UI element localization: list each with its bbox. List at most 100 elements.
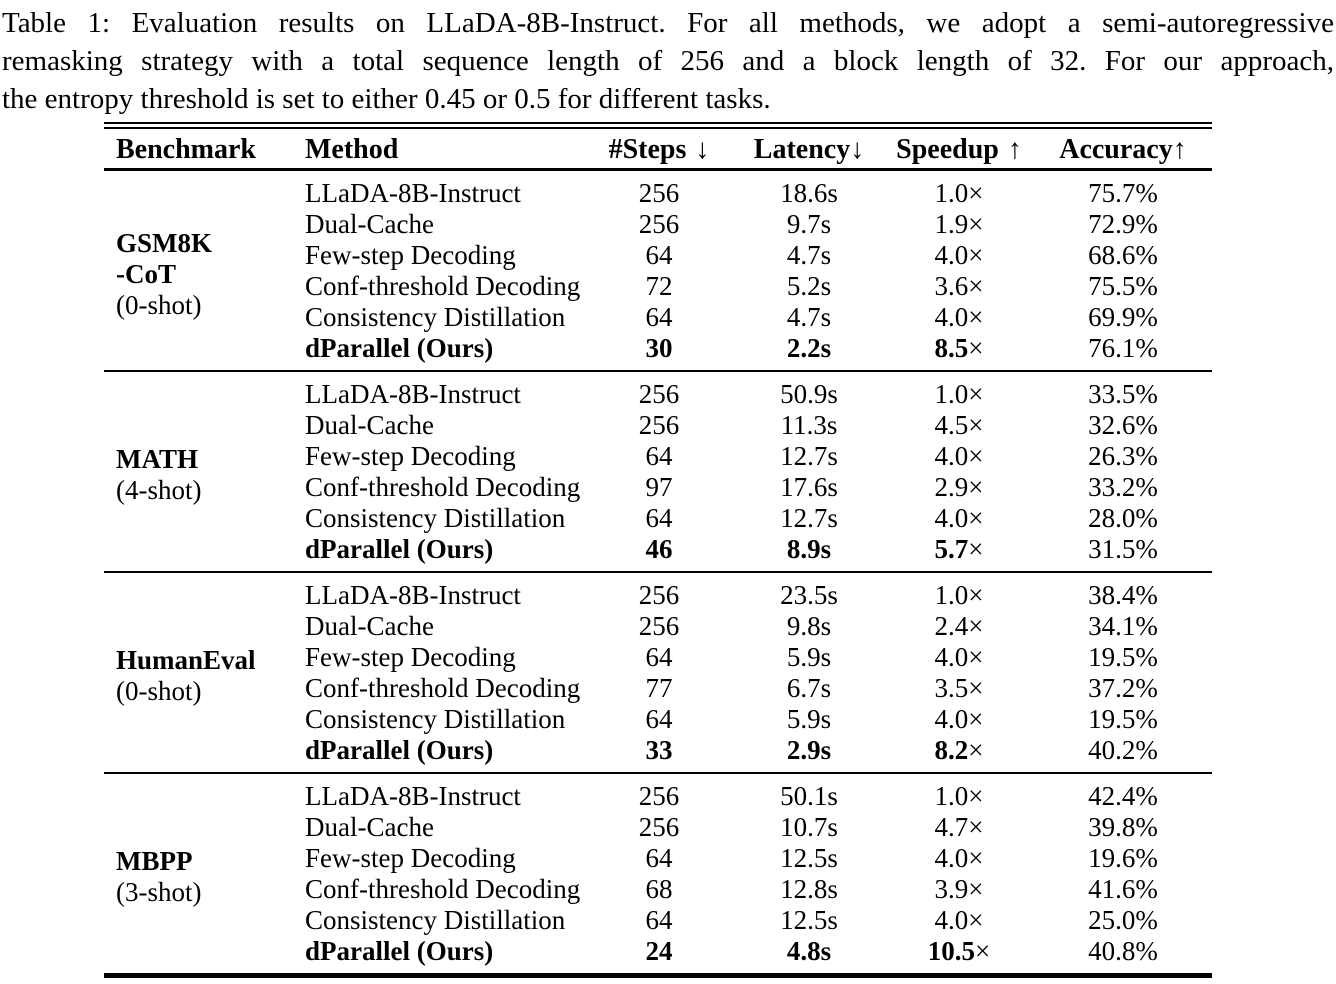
times-symbol: × [968, 379, 984, 409]
speedup-cell: 4.0× [884, 503, 1034, 534]
latency-cell: 8.9s [786, 534, 832, 564]
times-symbol: × [975, 936, 991, 966]
benchmark-block: HumanEval (0-shot) LLaDA-8B-Instruct 256 23.… [104, 572, 1212, 773]
times-symbol: × [968, 843, 984, 873]
col-header-method: Method [284, 125, 584, 171]
down-arrow-icon: ↓ [850, 134, 865, 165]
latency-cell: 23.5s [780, 580, 838, 610]
speedup-cell: 1.0× [884, 170, 1034, 210]
speedup-value: 1.0 [934, 781, 969, 811]
accuracy-cell: 34.1% [1088, 611, 1158, 641]
accuracy-cell: 76.1% [1088, 333, 1158, 363]
speedup-value: 4.0 [934, 240, 969, 270]
col-header-label: #Steps [608, 134, 687, 165]
times-symbol: × [968, 209, 984, 239]
table-row: Consistency Distillation 64 12.5s 4.0× 25.0% [104, 905, 1212, 936]
speedup-cell: 4.0× [884, 302, 1034, 333]
steps-cell: 46 [645, 534, 673, 564]
method-cell: dParallel (Ours) [305, 735, 494, 765]
steps-cell: 64 [645, 843, 673, 873]
col-header-label: Benchmark [116, 134, 256, 165]
accuracy-cell: 33.5% [1088, 379, 1158, 409]
method-cell: Consistency Distillation [305, 503, 566, 533]
accuracy-cell: 38.4% [1088, 580, 1158, 610]
latency-cell: 12.7s [780, 503, 838, 533]
speedup-cell: 8.2× [884, 735, 1034, 773]
times-symbol: × [968, 503, 984, 533]
accuracy-cell: 72.9% [1088, 209, 1158, 239]
times-symbol: × [968, 333, 984, 363]
times-symbol: × [968, 472, 984, 502]
steps-cell: 24 [645, 936, 673, 966]
times-symbol: × [968, 735, 984, 765]
steps-cell: 64 [645, 441, 673, 471]
method-cell: Consistency Distillation [305, 704, 566, 734]
speedup-cell: 1.0× [884, 572, 1034, 611]
accuracy-cell: 31.5% [1088, 534, 1158, 564]
method-cell: Consistency Distillation [305, 905, 566, 935]
up-arrow-icon: ↑ [1172, 134, 1187, 165]
benchmark-name: MBPP [116, 846, 193, 876]
caption-line-3: the entropy threshold is set to either 0… [2, 83, 771, 115]
latency-cell: 50.1s [780, 781, 838, 811]
steps-cell: 64 [645, 302, 673, 332]
latency-cell: 2.9s [786, 735, 832, 765]
speedup-value: 1.0 [934, 178, 969, 208]
speedup-cell: 1.0× [884, 371, 1034, 410]
benchmark-shots: (0-shot) [116, 289, 202, 320]
latency-cell: 12.5s [780, 843, 838, 873]
speedup-value: 4.0 [934, 503, 969, 533]
speedup-cell: 2.9× [884, 472, 1034, 503]
latency-cell: 5.9s [786, 704, 832, 734]
table-row: Few-step Decoding 64 5.9s 4.0× 19.5% [104, 642, 1212, 673]
speedup-value: 2.4 [934, 611, 969, 641]
accuracy-cell: 75.7% [1088, 178, 1158, 208]
latency-cell: 50.9s [780, 379, 838, 409]
method-cell: Conf-threshold Decoding [305, 673, 581, 703]
times-symbol: × [968, 874, 984, 904]
times-symbol: × [968, 812, 984, 842]
col-header-label: Accuracy [1059, 134, 1173, 165]
table-row: Conf-threshold Decoding 68 12.8s 3.9× 41.6% [104, 874, 1212, 905]
speedup-cell: 5.7× [884, 534, 1034, 572]
method-cell: LLaDA-8B-Instruct [305, 580, 521, 610]
steps-cell: 33 [645, 735, 673, 765]
steps-cell: 256 [638, 580, 680, 610]
speedup-value: 1.0 [934, 580, 969, 610]
speedup-value: 4.5 [934, 410, 969, 440]
speedup-cell: 1.0× [884, 773, 1034, 812]
times-symbol: × [968, 673, 984, 703]
method-cell: Few-step Decoding [305, 642, 516, 672]
method-cell: Few-step Decoding [305, 441, 516, 471]
benchmark-name: MATH [116, 444, 198, 474]
times-symbol: × [968, 410, 984, 440]
accuracy-cell: 42.4% [1088, 781, 1158, 811]
benchmark-block: MBPP (3-shot) LLaDA-8B-Instruct 256 50.1s 1.0… [104, 773, 1212, 976]
table-row: Dual-Cache 256 11.3s 4.5× 32.6% [104, 410, 1212, 441]
speedup-cell: 2.4× [884, 611, 1034, 642]
speedup-cell: 4.0× [884, 240, 1034, 271]
table-row: Few-step Decoding 64 12.5s 4.0× 19.6% [104, 843, 1212, 874]
latency-cell: 10.7s [780, 812, 838, 842]
times-symbol: × [968, 441, 984, 471]
benchmark-name: HumanEval [116, 645, 256, 675]
steps-cell: 64 [645, 905, 673, 935]
table-row: Consistency Distillation 64 12.7s 4.0× 28.0% [104, 503, 1212, 534]
table-row: HumanEval (0-shot) LLaDA-8B-Instruct 256 23.… [104, 572, 1212, 706]
method-cell: dParallel (Ours) [305, 534, 494, 564]
times-symbol: × [968, 905, 984, 935]
benchmark-block: GSM8K -CoT (0-shot) LLaDA-8B-Instruct 256 18… [104, 170, 1212, 371]
header-row: Benchmark Method #Steps ↓ Latency↓ Speedu… [104, 125, 1212, 171]
times-symbol: × [968, 580, 984, 610]
speedup-value: 4.0 [934, 843, 969, 873]
accuracy-cell: 37.2% [1088, 673, 1158, 703]
accuracy-cell: 75.5% [1088, 271, 1158, 301]
table-row: Conf-threshold Decoding 77 6.7s 3.5× 37.2% [104, 673, 1212, 704]
times-symbol: × [968, 534, 984, 564]
col-header-label: Method [305, 134, 399, 165]
method-cell: Dual-Cache [305, 209, 434, 239]
speedup-cell: 4.0× [884, 843, 1034, 874]
times-symbol: × [968, 704, 984, 734]
benchmark-cell: MATH (4-shot) [104, 371, 284, 572]
speedup-value: 8.5 [934, 333, 969, 363]
